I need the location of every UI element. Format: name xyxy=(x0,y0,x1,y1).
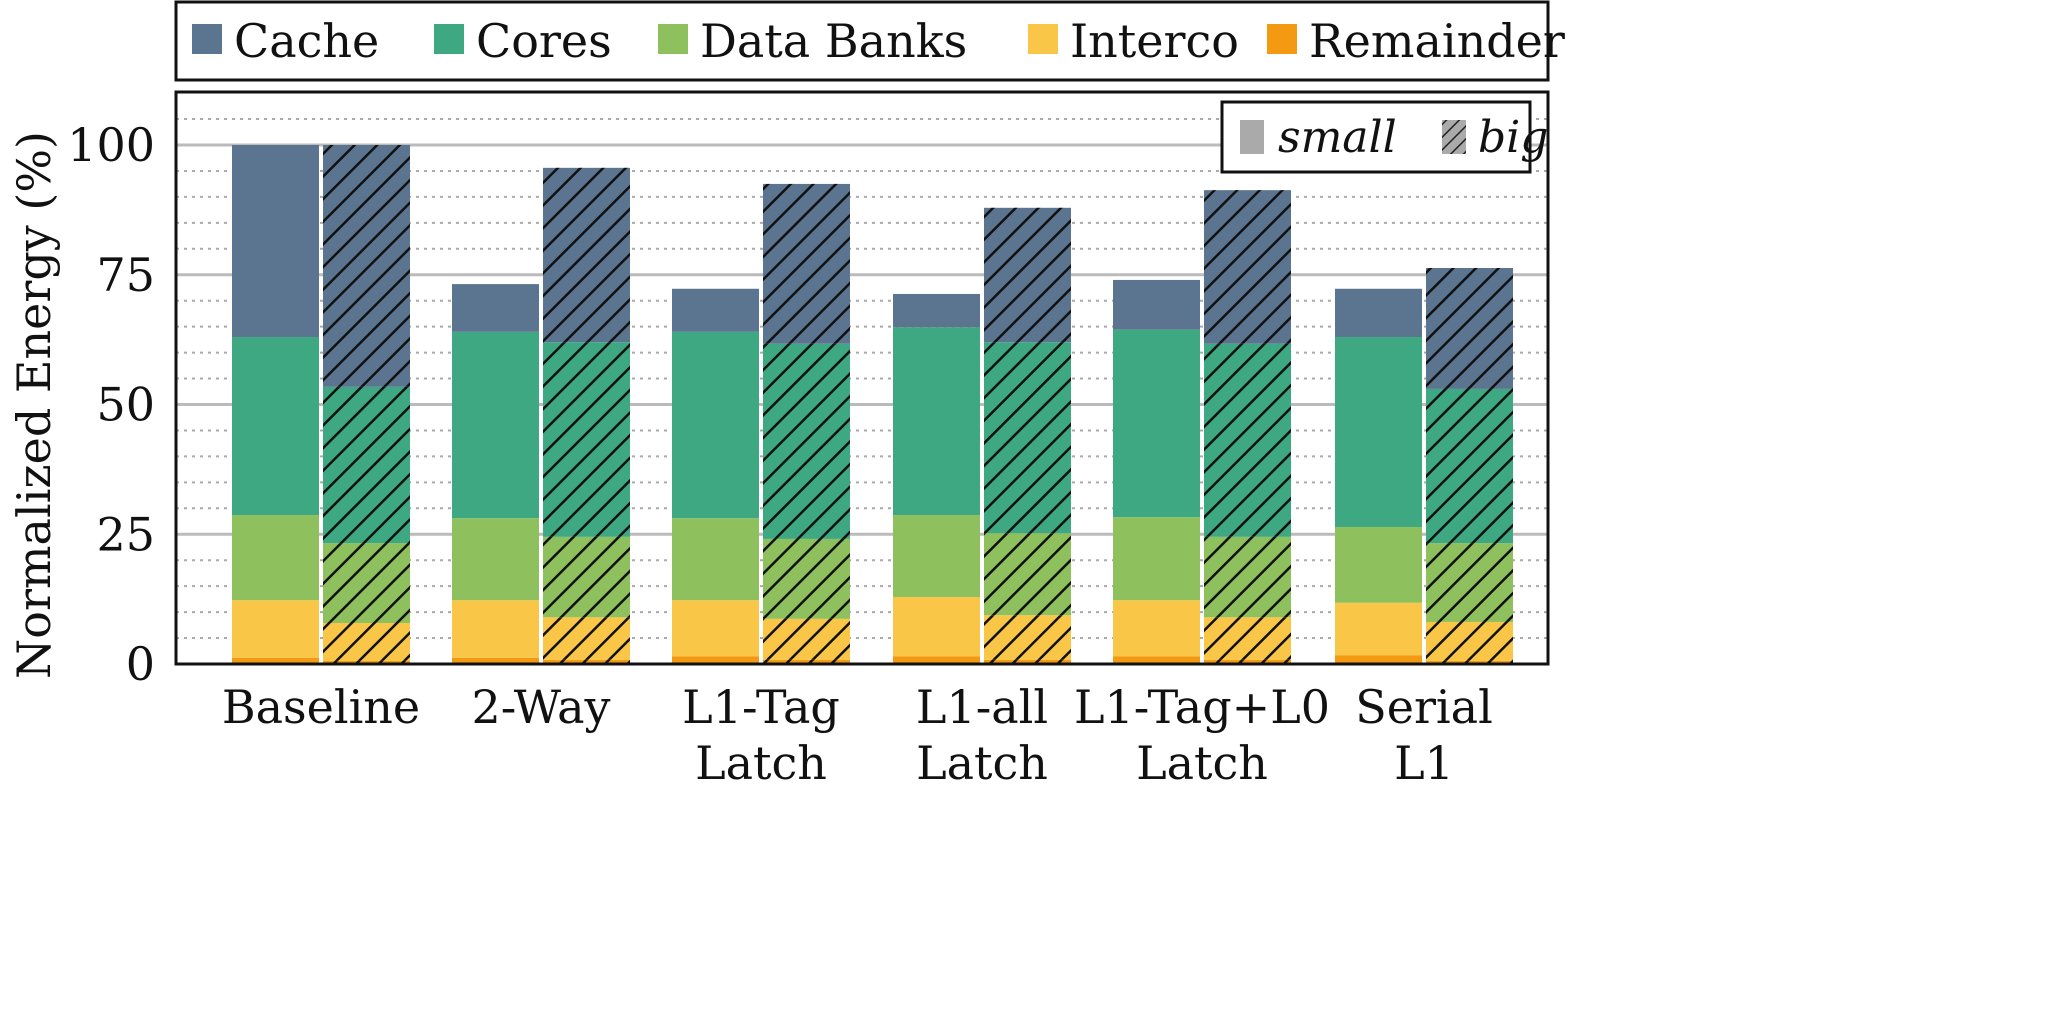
bar-hatch-overlay xyxy=(984,342,1071,534)
y-tick-label: 25 xyxy=(96,507,155,561)
bar-data-banks-small xyxy=(1335,526,1422,603)
x-tick-label: L1-all xyxy=(916,680,1048,734)
bar-hatch-overlay xyxy=(323,145,410,387)
bar-hatch-overlay xyxy=(1204,536,1291,618)
bar-hatch-overlay xyxy=(763,538,850,619)
x-tick-label: Baseline xyxy=(222,680,420,734)
bar-interco-small xyxy=(452,600,539,658)
bar-hatch-overlay xyxy=(1426,660,1513,664)
bar-remainder-small xyxy=(1335,655,1422,664)
bar-cores-small xyxy=(672,331,759,519)
y-axis-label: Normalized Energy (%) xyxy=(7,131,61,679)
bar-hatch-overlay xyxy=(323,660,410,664)
bar-interco-small xyxy=(1113,600,1200,657)
x-tick-label: Serial xyxy=(1355,680,1493,734)
bars: Baseline 2-Way L1-TagLatchL1-allLatchL1-Ta… xyxy=(222,145,1513,790)
variant-label: small xyxy=(1278,112,1397,163)
bar-hatch-overlay xyxy=(323,543,410,623)
legend-label: Interco xyxy=(1070,14,1239,68)
x-tick-label: Latch xyxy=(916,736,1048,790)
bar-cache-small xyxy=(232,145,319,338)
legend-label: Data Banks xyxy=(700,14,967,68)
bar-hatch-overlay xyxy=(984,207,1071,343)
bar-hatch-overlay xyxy=(323,622,410,661)
bar-hatch-overlay xyxy=(543,167,630,343)
x-tick-label: 2-Way xyxy=(472,680,611,734)
bar-hatch-overlay xyxy=(1204,617,1291,660)
variant-label: big xyxy=(1478,112,1548,163)
bar-data-banks-small xyxy=(1113,517,1200,601)
bar-hatch-overlay xyxy=(984,659,1071,664)
bar-hatch-overlay xyxy=(543,617,630,660)
bar-hatch-overlay xyxy=(1204,659,1291,664)
plot-frame xyxy=(174,90,1550,666)
bar-hatch-overlay xyxy=(763,618,850,660)
variant-legend-box xyxy=(1220,100,1532,174)
legend-swatch-remainder xyxy=(1267,24,1297,54)
bar-cores-small xyxy=(893,327,980,516)
legend-label: Cores xyxy=(476,14,612,68)
bar-cache-small xyxy=(452,284,539,332)
legend-label: Remainder xyxy=(1309,14,1565,68)
y-tick-label: 75 xyxy=(96,248,155,302)
bar-hatch-overlay xyxy=(1426,543,1513,622)
bar-hatch-overlay xyxy=(984,533,1071,616)
bar-interco-small xyxy=(232,600,319,658)
bar-cache-small xyxy=(1335,288,1422,338)
bar-hatch-overlay xyxy=(1426,388,1513,544)
bar-interco-small xyxy=(1335,602,1422,656)
bar-remainder-small xyxy=(452,657,539,664)
bar-hatch-overlay xyxy=(984,615,1071,660)
legend-label: Cache xyxy=(234,14,379,68)
bar-cores-small xyxy=(232,337,319,516)
x-tick-label: L1-Tag+L0 xyxy=(1074,680,1330,734)
bar-cores-small xyxy=(452,331,539,519)
bar-hatch-overlay xyxy=(323,386,410,544)
bar-remainder-small xyxy=(893,656,980,664)
variant-legend: small big xyxy=(1220,100,1548,174)
bar-data-banks-small xyxy=(893,515,980,598)
variant-swatch-small xyxy=(1240,120,1264,154)
bar-hatch-overlay xyxy=(763,183,850,344)
bar-hatch-overlay xyxy=(1426,268,1513,389)
bar-data-banks-small xyxy=(232,515,319,601)
legend-swatch-cache xyxy=(192,24,222,54)
y-tick-label: 0 xyxy=(126,637,155,691)
bar-hatch-overlay xyxy=(543,342,630,537)
legend-swatch-data-banks xyxy=(658,24,688,54)
y-tick-label: 100 xyxy=(67,118,155,172)
bar-hatch-overlay xyxy=(1426,621,1513,661)
bar-cache-small xyxy=(672,288,759,332)
bar-hatch-overlay xyxy=(763,343,850,539)
bar-interco-small xyxy=(672,600,759,657)
variant-swatch-big xyxy=(1442,120,1466,154)
bar-remainder-small xyxy=(232,657,319,664)
bar-data-banks-small xyxy=(452,518,539,601)
bar-cores-small xyxy=(1113,329,1200,518)
bar-hatch-overlay xyxy=(543,659,630,664)
bar-interco-small xyxy=(893,597,980,657)
bar-remainder-small xyxy=(1113,656,1200,664)
y-tick-label: 50 xyxy=(96,378,155,432)
bar-cache-small xyxy=(893,293,980,328)
axes: 0 25 50 75 100 xyxy=(67,90,1550,691)
bar-hatch-overlay xyxy=(543,536,630,618)
bar-cores-small xyxy=(1335,337,1422,527)
legend-swatch-cores xyxy=(434,24,464,54)
bar-data-banks-small xyxy=(672,518,759,601)
legend-box xyxy=(174,0,1550,82)
x-tick-label: Latch xyxy=(695,736,827,790)
x-tick-label: L1 xyxy=(1394,736,1454,790)
x-tick-label: L1-Tag xyxy=(682,680,840,734)
bar-cache-small xyxy=(1113,279,1200,330)
bar-remainder-small xyxy=(672,656,759,664)
bar-hatch-overlay xyxy=(1204,190,1291,344)
legend: Cache Cores Data Banks Interco Remainder xyxy=(174,0,1565,82)
legend-swatch-interco xyxy=(1028,24,1058,54)
bar-hatch-overlay xyxy=(763,659,850,664)
bar-hatch-overlay xyxy=(1204,343,1291,537)
x-tick-label: Latch xyxy=(1136,736,1268,790)
